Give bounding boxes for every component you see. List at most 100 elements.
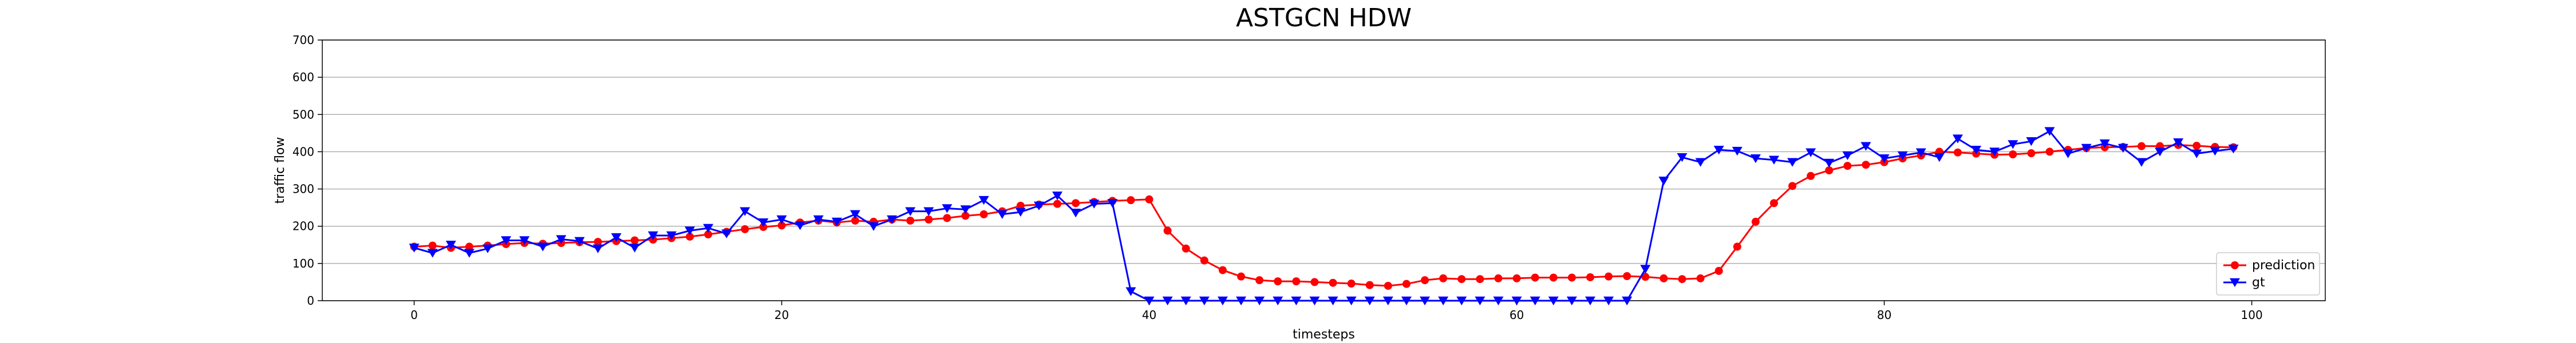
legend-marker-gt [2230,278,2240,288]
data-point-gt [960,205,971,214]
data-point-gt [795,221,805,230]
data-point-prediction [1163,226,1172,235]
series-layer [409,127,2239,306]
data-point-gt [1364,296,1375,306]
data-point-prediction [1586,273,1594,281]
data-point-prediction [1421,276,1429,285]
data-point-prediction [1292,277,1301,286]
data-point-gt [1585,296,1595,306]
data-point-prediction [1953,148,1962,157]
data-point-gt [1144,296,1155,306]
y-axis-label: traffic flow [273,137,287,204]
data-point-gt [2117,143,2128,153]
data-point-prediction [1255,276,1264,285]
data-point-prediction [1053,200,1062,208]
data-point-gt [1732,146,1743,156]
chart-title: ASTGCN HDW [1236,3,1412,33]
data-point-gt [1309,296,1320,306]
data-point-gt [464,249,475,258]
y-tick-label: 600 [293,70,314,84]
data-point-prediction [704,230,713,239]
data-point-prediction [1641,273,1650,281]
data-point-gt [1971,145,1982,155]
legend-items: prediction gt [2223,258,2315,290]
data-point-prediction [961,212,970,220]
data-point-gt [740,207,750,216]
data-point-gt [1713,145,1724,155]
grid-lines [322,39,2325,301]
data-point-gt [1327,296,1338,306]
data-point-gt [1199,296,1210,306]
data-point-prediction [1072,199,1080,208]
data-point-prediction [1274,277,1282,286]
series-gt [409,127,2239,306]
data-point-prediction [1825,166,1834,174]
legend: prediction gt [2216,252,2320,296]
data-point-gt [868,222,879,231]
data-point-prediction [1402,280,1411,288]
data-point-gt [1695,158,1706,167]
data-point-gt [1125,287,1136,296]
data-point-gt [1860,142,1871,151]
data-point-gt [2228,145,2239,154]
axis-ticks: 0 100 200 300 400 500 600 700 0 20 40 60 80 100 [293,33,2263,322]
x-tick-label: 60 [1510,308,1524,322]
data-point-gt [1273,296,1283,306]
data-point-gt [1989,147,2000,157]
data-point-gt [978,196,989,205]
legend-label-prediction: prediction [2252,258,2315,273]
data-point-prediction [1457,275,1466,284]
data-point-prediction [2045,147,2054,156]
y-tick-label: 500 [293,107,314,121]
data-point-prediction [1605,272,1613,281]
data-point-gt [556,235,567,244]
data-point-prediction [979,210,988,218]
y-tick-label: 0 [307,294,314,308]
data-point-gt [1897,151,1908,161]
data-point-gt [942,204,953,213]
y-tick-label: 700 [293,33,314,47]
data-point-prediction [1127,196,1135,205]
data-point-gt [519,236,530,245]
data-point-prediction [1182,244,1190,253]
data-point-gt [831,217,842,226]
data-point-gt [2026,137,2037,146]
data-point-gt [1070,209,1081,218]
data-point-prediction [1476,275,1484,284]
data-point-prediction [465,242,473,251]
data-point-prediction [1862,161,1870,169]
data-point-gt [758,218,769,228]
series-line-prediction [414,144,2234,287]
series-prediction [410,141,2238,290]
data-point-gt [2173,138,2184,147]
data-point-prediction [1531,273,1539,282]
data-point-gt [1548,296,1559,306]
data-point-gt [1511,296,1522,306]
data-point-gt [1217,296,1228,306]
data-point-prediction [1145,195,1153,204]
data-point-gt [1677,153,1688,162]
data-point-prediction [1807,172,1815,180]
data-point-gt [905,207,916,216]
plot-area [322,39,2326,301]
data-point-prediction [741,225,749,233]
data-point-prediction [594,238,602,246]
data-point-prediction [1660,274,1668,282]
data-point-prediction [428,241,437,250]
data-point-gt [1382,296,1393,306]
data-point-gt [813,215,824,225]
data-point-prediction [1788,182,1797,190]
data-point-gt [1493,296,1504,306]
data-point-prediction [1623,272,1631,281]
data-point-gt [2191,149,2202,158]
data-point-gt [1879,154,1890,163]
data-point-gt [2008,140,2018,149]
data-point-gt [1015,208,1026,217]
data-point-gt [1162,296,1173,306]
data-point-gt [1566,296,1577,306]
data-point-prediction [1843,162,1852,170]
x-tick-label: 20 [775,308,789,322]
data-point-gt [666,231,677,241]
data-point-gt [2081,143,2092,153]
